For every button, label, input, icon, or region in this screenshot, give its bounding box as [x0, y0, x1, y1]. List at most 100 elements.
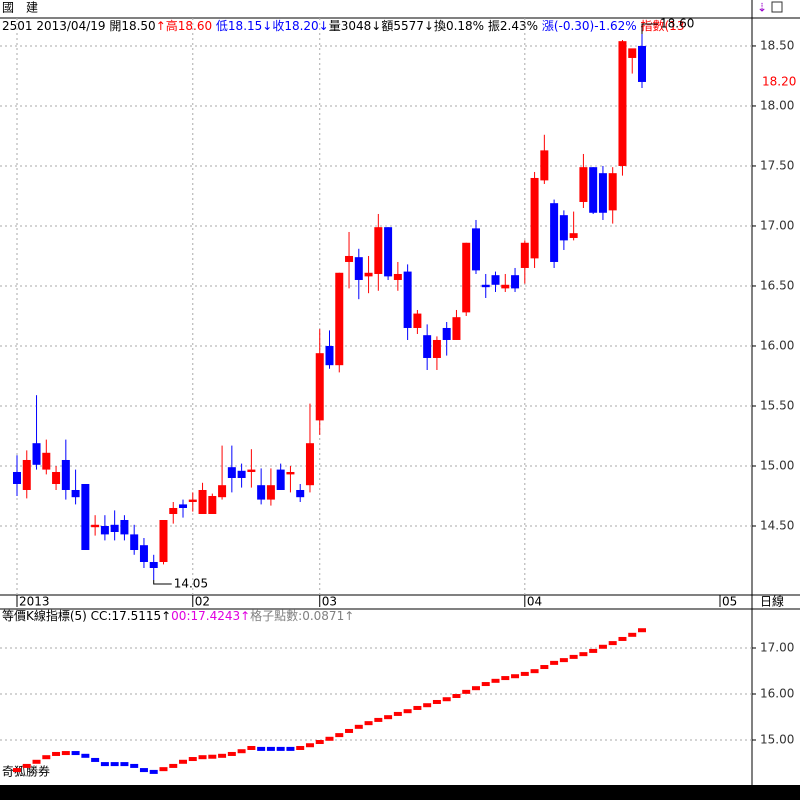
indicator-bar	[364, 721, 373, 726]
indicator-bar	[13, 768, 21, 773]
indicator-bar	[266, 746, 275, 751]
indicator-bar	[628, 632, 637, 637]
x-tick-label: 03	[322, 595, 337, 609]
indicator-bar	[42, 755, 51, 760]
indicator-bar	[638, 628, 646, 633]
indicator-bar	[149, 769, 158, 774]
header-segment: 漲(-0.30)-1.62%	[538, 19, 637, 33]
indicator-bar	[218, 753, 227, 758]
indicator-bar	[579, 652, 588, 657]
candle-body	[71, 489, 80, 498]
candle-body	[413, 313, 422, 328]
y-tick-label: 15.00	[760, 458, 794, 472]
candle-body	[491, 275, 500, 285]
high-annotation: 18.60	[660, 16, 694, 30]
candle-body	[247, 469, 256, 472]
candle-body	[179, 504, 188, 508]
indicator-bar	[530, 669, 539, 674]
indicator-bar	[296, 745, 305, 750]
window-icon[interactable]	[771, 1, 783, 13]
annotation-line	[153, 579, 172, 585]
header-segment: 量3048↓額5577↓換0.18% 振2.43%	[329, 19, 538, 33]
indicator-bar	[423, 703, 432, 708]
candle-body	[305, 443, 314, 486]
indicator-bar	[374, 717, 383, 722]
candle-body	[91, 524, 100, 528]
indicator-bar	[384, 715, 393, 720]
indicator-bar	[540, 665, 549, 670]
candle-body	[130, 534, 139, 550]
indicator-bar	[188, 757, 197, 762]
candle-body	[227, 467, 236, 478]
candle-body	[628, 48, 637, 58]
indicator-bar	[598, 644, 607, 649]
candle-body	[100, 525, 109, 535]
indicator-bar	[159, 767, 168, 772]
indicator-bar	[569, 654, 578, 659]
candle-body	[159, 519, 168, 562]
x-tick-label: 05	[722, 595, 737, 609]
indicator-bar	[257, 746, 266, 751]
candle-body	[198, 489, 207, 514]
candle-body	[61, 459, 70, 490]
indicator-bar	[130, 763, 139, 768]
indicator-bar	[100, 762, 109, 767]
indicator-bar	[413, 705, 422, 710]
candle-body	[540, 150, 549, 181]
indicator-bar	[559, 658, 568, 663]
candle-body	[218, 485, 227, 498]
candle-body	[364, 272, 373, 277]
indicator-bar	[179, 759, 188, 764]
indicator-bar	[393, 711, 402, 716]
header-text: 等價K線指標(5) CC:17.5115↑00:17.4243↑格子點數:0.0…	[2, 608, 354, 623]
indicator-bar	[169, 763, 178, 768]
candle-body	[432, 339, 441, 358]
footer-bar	[0, 785, 800, 800]
candle-body	[638, 45, 646, 82]
candle-body	[579, 167, 588, 202]
brand: 奇狐勝券	[2, 764, 50, 779]
candle-body	[384, 227, 393, 277]
candle-body	[345, 255, 354, 262]
candle-body	[618, 41, 627, 166]
candle-body	[452, 317, 461, 340]
period-label: 日線	[760, 594, 784, 609]
candle-body	[393, 273, 402, 280]
candle-body	[296, 489, 305, 498]
candle-body	[589, 167, 598, 213]
y-tick-label: 16.00	[760, 338, 794, 352]
x-tick-label: 2013	[19, 595, 50, 609]
candle-body	[22, 459, 31, 490]
candle-body	[481, 284, 490, 288]
indicator-bar	[32, 759, 41, 764]
indicator-bar	[354, 724, 363, 729]
candle-body	[511, 275, 520, 289]
header-segment: 等價K線指標(5) CC:17.5115↑	[2, 608, 171, 623]
header-segment: 低18.15↓收18.20↓	[212, 19, 329, 33]
candle-body	[550, 203, 559, 262]
header-segment: 00:17.4243↑	[171, 609, 250, 623]
candle-body	[169, 507, 178, 514]
candle-body	[188, 499, 197, 502]
indicator-bar	[618, 636, 627, 641]
indicator-bar	[608, 641, 617, 646]
candle-body	[32, 443, 41, 465]
indicator-bar	[208, 754, 217, 759]
indicator-bar	[71, 751, 80, 756]
arrow-icon[interactable]: ⇣	[757, 1, 767, 15]
candle-body	[237, 470, 246, 478]
indicator-bar	[139, 768, 148, 773]
indicator-bar	[52, 751, 61, 756]
indicator-bar	[247, 745, 256, 750]
candle-body	[286, 471, 295, 475]
last-price-label: 18.20	[762, 74, 796, 88]
indicator-bar	[345, 728, 354, 733]
indicator-bar	[227, 751, 236, 756]
candle-body	[598, 173, 607, 213]
candle-body	[42, 452, 51, 470]
y-tick-label: 16.00	[760, 687, 794, 701]
candle-body	[266, 485, 275, 500]
header-segment: 2501 2013/04/19 開18.50	[2, 19, 156, 33]
candle-body	[120, 519, 129, 535]
